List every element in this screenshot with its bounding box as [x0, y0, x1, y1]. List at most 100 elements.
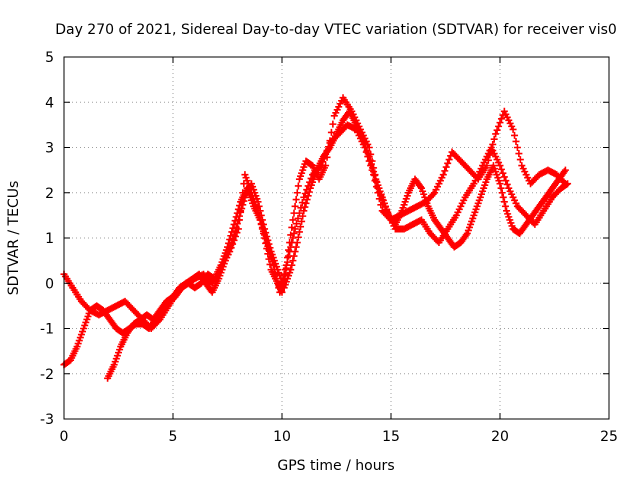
data-point-fill — [496, 119, 504, 127]
y-tick-label: 5 — [45, 50, 54, 66]
data-point — [276, 288, 284, 296]
data-point-fill — [263, 232, 271, 240]
grid-layer — [64, 57, 609, 419]
y-tick-label: 1 — [45, 231, 54, 247]
data-point-fill — [371, 171, 379, 179]
data-point-fill — [299, 212, 307, 220]
data-point — [496, 180, 504, 188]
data-point-fill — [289, 257, 297, 265]
data-point-fill — [235, 212, 243, 220]
data-point-fill — [497, 115, 505, 123]
x-tick-label: 10 — [273, 429, 291, 445]
data-point-fill — [298, 217, 306, 225]
data-point-fill — [560, 168, 568, 176]
x-tick-label: 5 — [169, 429, 178, 445]
y-tick-label: -3 — [40, 412, 54, 428]
data-point-fill — [303, 196, 311, 204]
data-point-fill — [500, 198, 508, 206]
data-point-fill — [229, 235, 237, 243]
data-point-fill — [515, 150, 523, 158]
data-point — [561, 166, 569, 174]
data-point-fill — [283, 254, 291, 262]
data-point — [564, 180, 572, 188]
y-tick-label: -2 — [40, 367, 54, 383]
data-point-fill — [271, 270, 279, 278]
data-point — [492, 130, 500, 138]
data-point-fill — [295, 228, 303, 236]
series-trace-b — [60, 94, 572, 369]
series-trace-a — [60, 107, 569, 332]
data-point-fill — [444, 159, 452, 167]
data-point — [287, 266, 295, 274]
data-point-fill — [280, 270, 288, 278]
y-tick-label: 3 — [45, 141, 54, 157]
data-point-fill — [367, 160, 375, 168]
data-point-fill — [429, 190, 437, 198]
data-point — [496, 162, 504, 170]
data-point-fill — [493, 126, 501, 134]
data-point — [291, 225, 299, 233]
data-point-fill — [265, 240, 273, 248]
data-point-fill — [233, 220, 241, 228]
data-point-fill — [256, 207, 264, 215]
data-point — [365, 153, 373, 161]
data-point-fill — [416, 183, 424, 191]
data-point-fill — [511, 131, 519, 139]
data-point-fill — [290, 229, 298, 237]
data-point — [228, 239, 236, 247]
data-point-fill — [230, 231, 238, 239]
data-point-fill — [301, 203, 309, 211]
data-point-fill — [237, 208, 245, 216]
data-point-fill — [259, 220, 267, 228]
data-point-fill — [499, 193, 507, 201]
y-axis-label: SDTVAR / TECUs — [6, 181, 22, 296]
data-point-fill — [462, 231, 470, 239]
data-point-fill — [292, 243, 300, 251]
x-axis-label: GPS time / hours — [277, 458, 394, 474]
data-point — [234, 216, 242, 224]
data-point-fill — [497, 184, 505, 192]
data-point — [293, 239, 301, 247]
data-point-fill — [287, 231, 295, 239]
data-point-fill — [495, 122, 503, 130]
data-point-fill — [294, 214, 302, 222]
data-point-fill — [304, 192, 312, 200]
data-point-fill — [512, 137, 520, 145]
data-point-fill — [290, 252, 298, 260]
data-point-fill — [294, 182, 302, 190]
data-point-fill — [302, 199, 310, 207]
data-point-fill — [329, 120, 337, 128]
data-point-fill — [255, 202, 263, 210]
data-point-fill — [266, 244, 274, 252]
data-point-fill — [441, 167, 449, 175]
data-point-fill — [291, 202, 299, 210]
data-point-fill — [497, 165, 505, 173]
data-point-fill — [231, 227, 239, 235]
data-point — [289, 216, 297, 224]
data-point-fill — [305, 188, 313, 196]
data-point-fill — [262, 229, 270, 237]
data-point — [509, 125, 517, 133]
data-points-layer — [60, 94, 572, 382]
x-tick-label: 15 — [382, 429, 400, 445]
x-tick-label: 0 — [60, 429, 69, 445]
data-point-fill — [368, 164, 376, 172]
data-point-fill — [490, 135, 498, 143]
data-point — [261, 225, 269, 233]
data-point-fill — [498, 189, 506, 197]
data-point-fill — [291, 248, 299, 256]
data-point-fill — [294, 233, 302, 241]
data-point-fill — [264, 236, 272, 244]
x-tick-label: 25 — [600, 429, 618, 445]
x-tick-label: 20 — [491, 429, 509, 445]
tick-layer: 0 5 10 15 20 25 -3 -2 -1 0 1 2 3 4 5 — [40, 50, 618, 445]
data-point — [254, 198, 262, 206]
data-point-fill — [288, 261, 296, 269]
data-point-fill — [239, 201, 247, 209]
y-tick-label: -1 — [40, 322, 54, 338]
data-point-fill — [232, 223, 240, 231]
data-point-fill — [240, 197, 248, 205]
data-point-fill — [513, 144, 521, 151]
data-point-fill — [516, 156, 524, 164]
